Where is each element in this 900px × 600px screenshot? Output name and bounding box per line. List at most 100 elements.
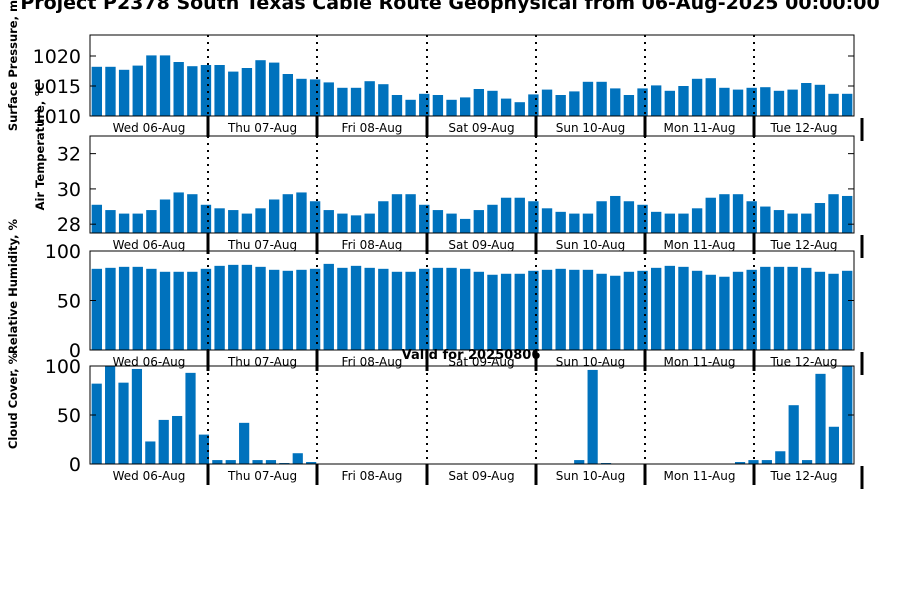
bar bbox=[173, 271, 184, 350]
bar bbox=[637, 204, 648, 233]
bar bbox=[801, 460, 813, 464]
bar bbox=[500, 98, 512, 116]
bar bbox=[419, 268, 430, 350]
bar bbox=[350, 265, 362, 350]
bar bbox=[582, 269, 594, 350]
bar bbox=[841, 195, 853, 233]
bar bbox=[105, 366, 116, 464]
bar bbox=[282, 74, 294, 116]
bar bbox=[378, 201, 389, 233]
bar bbox=[118, 69, 130, 116]
day-label: Thu 07-Aug bbox=[227, 355, 297, 369]
bar bbox=[105, 267, 116, 350]
bar bbox=[323, 210, 334, 233]
bar bbox=[105, 210, 116, 233]
bar bbox=[541, 269, 553, 350]
bar bbox=[241, 264, 253, 350]
day-label: Thu 07-Aug bbox=[227, 238, 297, 252]
bar bbox=[582, 81, 594, 116]
bar bbox=[252, 460, 263, 464]
bar bbox=[419, 204, 430, 233]
bar bbox=[587, 369, 598, 464]
bar bbox=[555, 268, 566, 350]
bar bbox=[841, 270, 853, 350]
bar bbox=[746, 269, 757, 350]
y-tick-label: 1020 bbox=[33, 46, 81, 68]
bar bbox=[787, 89, 798, 116]
bar bbox=[214, 208, 225, 233]
bar bbox=[459, 97, 471, 116]
bar bbox=[773, 266, 785, 350]
bar bbox=[528, 270, 539, 350]
bar bbox=[391, 194, 403, 233]
bar bbox=[569, 269, 580, 350]
bar bbox=[610, 275, 621, 350]
bar bbox=[487, 90, 498, 116]
bar bbox=[91, 66, 103, 116]
day-label: Fri 08-Aug bbox=[342, 355, 403, 369]
bar bbox=[292, 453, 303, 464]
day-label: Thu 07-Aug bbox=[227, 121, 297, 135]
day-label: Tue 12-Aug bbox=[769, 469, 837, 483]
bar bbox=[473, 210, 485, 233]
day-label: Fri 08-Aug bbox=[342, 469, 403, 483]
y-tick-label: 1010 bbox=[33, 106, 81, 128]
bar bbox=[446, 213, 457, 233]
chart-title: Project P2378 South Texas Cable Route Ge… bbox=[20, 0, 879, 14]
bar bbox=[732, 89, 744, 116]
day-label: Tue 12-Aug bbox=[769, 121, 837, 135]
day-label: Sun 10-Aug bbox=[556, 121, 625, 135]
bar bbox=[705, 197, 716, 233]
y-tick-label: 1015 bbox=[33, 76, 81, 98]
bar bbox=[814, 271, 826, 350]
bar bbox=[841, 93, 853, 116]
bar bbox=[91, 268, 103, 350]
bar bbox=[555, 95, 566, 116]
bar bbox=[105, 66, 116, 116]
day-label: Tue 12-Aug bbox=[769, 238, 837, 252]
bar bbox=[198, 434, 210, 464]
day-label: Fri 08-Aug bbox=[342, 238, 403, 252]
bar bbox=[214, 65, 225, 116]
panel-2: 28 30 32 Air Temperature, °C Wed 06-Aug Thu 0… bbox=[33, 83, 864, 258]
y-tick-label: 30 bbox=[57, 179, 81, 201]
bar bbox=[596, 273, 607, 350]
bar bbox=[200, 65, 212, 116]
bar bbox=[323, 82, 334, 116]
bar bbox=[748, 460, 759, 464]
bar bbox=[132, 266, 143, 350]
bar bbox=[569, 213, 580, 233]
bar bbox=[131, 368, 143, 464]
bar bbox=[309, 79, 321, 116]
day-label: Sat 09-Aug bbox=[448, 238, 514, 252]
y-axis-label: Relative Humidity, % bbox=[6, 219, 20, 354]
day-label: Wed 06-Aug bbox=[113, 469, 186, 483]
bar bbox=[610, 88, 621, 116]
bar bbox=[828, 273, 839, 350]
bar bbox=[801, 267, 812, 350]
bar bbox=[705, 274, 716, 350]
bar bbox=[118, 266, 130, 350]
y-tick-label: 0 bbox=[69, 340, 81, 362]
y-tick-label: 0 bbox=[69, 454, 81, 476]
bar bbox=[514, 102, 525, 116]
bar bbox=[405, 271, 416, 350]
bar bbox=[228, 210, 239, 233]
day-label: Sun 10-Aug bbox=[556, 238, 625, 252]
bar bbox=[364, 213, 375, 233]
bar bbox=[214, 265, 225, 350]
bar bbox=[212, 460, 223, 464]
bar bbox=[528, 201, 539, 233]
y-tick-label: 28 bbox=[57, 214, 81, 236]
bar bbox=[185, 372, 196, 464]
bar bbox=[815, 373, 826, 464]
bar bbox=[405, 99, 416, 116]
day-label: Sun 10-Aug bbox=[556, 469, 625, 483]
bar bbox=[159, 199, 171, 233]
day-label: Wed 06-Aug bbox=[113, 121, 186, 135]
bar bbox=[761, 460, 772, 464]
bar bbox=[487, 274, 498, 350]
bar bbox=[228, 71, 239, 116]
bar bbox=[828, 426, 839, 464]
